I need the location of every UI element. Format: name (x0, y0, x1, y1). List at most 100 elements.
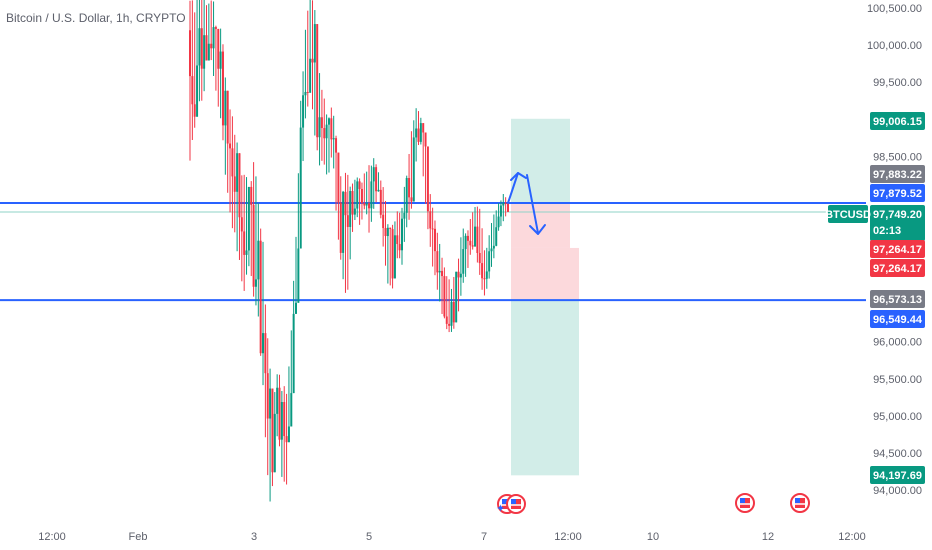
candle-body (478, 252, 481, 264)
x-tick-label: 7 (481, 531, 487, 543)
loss-zone-lower (511, 247, 579, 300)
candle-body (490, 248, 493, 252)
arrow-down-head (529, 224, 546, 235)
price-tags: 99,006.15 97,883.22 97,879.52 97,749.20 02:1… (825, 112, 925, 484)
candle-body (257, 240, 260, 280)
position-zones[interactable] (511, 118, 579, 476)
candle-body (499, 205, 502, 217)
candle-body (250, 186, 253, 205)
candle-body (401, 218, 403, 251)
price-tag (870, 259, 925, 277)
candle-body (280, 402, 283, 440)
candle-body (372, 167, 375, 182)
y-tick-label: 95,000.00 (873, 411, 922, 423)
candle-body (433, 228, 436, 252)
arrow-up-icon (507, 172, 519, 204)
candle-body (339, 202, 342, 253)
candle-body (412, 137, 415, 202)
candle-body (349, 191, 352, 227)
candle-body (264, 333, 267, 374)
price-tag-label: 94,197.69 (873, 470, 922, 482)
candle-body (481, 263, 484, 279)
candle-body (368, 203, 371, 209)
candle-body (457, 271, 460, 278)
candle-body (323, 128, 326, 139)
candle-body (236, 153, 239, 192)
candle-body (295, 302, 297, 314)
candle-body (342, 191, 345, 253)
candle-body (309, 58, 312, 93)
candle-body (254, 279, 257, 287)
candle-body (379, 189, 382, 215)
candle-body (462, 249, 465, 274)
candle-body (245, 250, 248, 255)
candle-body (243, 231, 246, 255)
candle-body (238, 153, 241, 218)
candle-body (290, 393, 293, 427)
price-tag-label: 97,883.22 (873, 169, 922, 181)
candle-body (497, 216, 500, 228)
candle-body (445, 316, 448, 324)
candle-body (422, 123, 425, 133)
candle-body (219, 51, 222, 69)
candle-body (210, 43, 213, 49)
candle-body (419, 123, 422, 142)
candle-body (393, 235, 396, 279)
candle-body (240, 217, 243, 232)
candle-body (344, 191, 347, 216)
us-flag-event-icon[interactable] (735, 493, 755, 513)
price-tag (870, 240, 925, 258)
candle-body (502, 202, 505, 206)
candle-body (469, 240, 472, 246)
y-tick-label: 94,500.00 (873, 448, 922, 460)
flag-canton (511, 499, 516, 504)
candle-body (495, 227, 498, 246)
us-flag-event-icon[interactable] (506, 494, 526, 514)
x-tick-label: 10 (647, 531, 659, 543)
candle-body (351, 191, 354, 215)
price-tag-label: 97,879.52 (873, 188, 922, 200)
candle-body (191, 76, 194, 105)
flag-canton (795, 498, 800, 503)
candle-body (221, 51, 224, 126)
price-axis[interactable]: 100,500.00 100,000.00 99,500.00 98,500.00 96… (867, 3, 922, 497)
price-tag-label: 97,264.17 (873, 244, 922, 256)
economic-events[interactable]: ✦ (496, 493, 810, 515)
candle-body (278, 387, 281, 440)
candle-body (231, 148, 234, 177)
candle-body (375, 167, 378, 192)
candle-body (283, 402, 286, 437)
price-tag-label: 96,573.13 (873, 294, 922, 306)
candle-body (408, 178, 411, 198)
candle-body (271, 388, 274, 473)
price-tag (870, 310, 925, 328)
candle-body (396, 235, 399, 245)
x-tick-label: 12:00 (38, 531, 66, 543)
candle-body (365, 203, 368, 206)
flag-canton (502, 499, 507, 504)
candle-body (327, 118, 330, 125)
candle-body (429, 211, 432, 229)
candle-body (382, 214, 385, 229)
candle-body (224, 90, 227, 126)
candle-body (471, 245, 474, 247)
candle-body (386, 227, 389, 237)
candle-body (285, 436, 288, 443)
symbol-label: BTCUSD (825, 209, 871, 221)
chart-title: Bitcoin / U.S. Dollar, 1h, CRYPTO (6, 11, 186, 25)
price-tag-label: 97,264.17 (873, 263, 922, 275)
candle-body (205, 35, 208, 61)
candle-body (287, 426, 290, 443)
candle-body (229, 143, 232, 149)
candle-body (262, 333, 265, 354)
x-tick-label: 3 (251, 531, 257, 543)
candle-body (273, 413, 276, 473)
drawn-arrows[interactable] (507, 172, 546, 235)
candle-body (455, 271, 458, 323)
candle-body (438, 270, 441, 273)
x-tick-label: 12 (762, 531, 774, 543)
candle-body (492, 245, 495, 249)
us-flag-event-icon[interactable] (790, 493, 810, 513)
time-axis[interactable]: 12:00 Feb 3 5 7 12:00 10 12 12:00 (38, 531, 866, 543)
